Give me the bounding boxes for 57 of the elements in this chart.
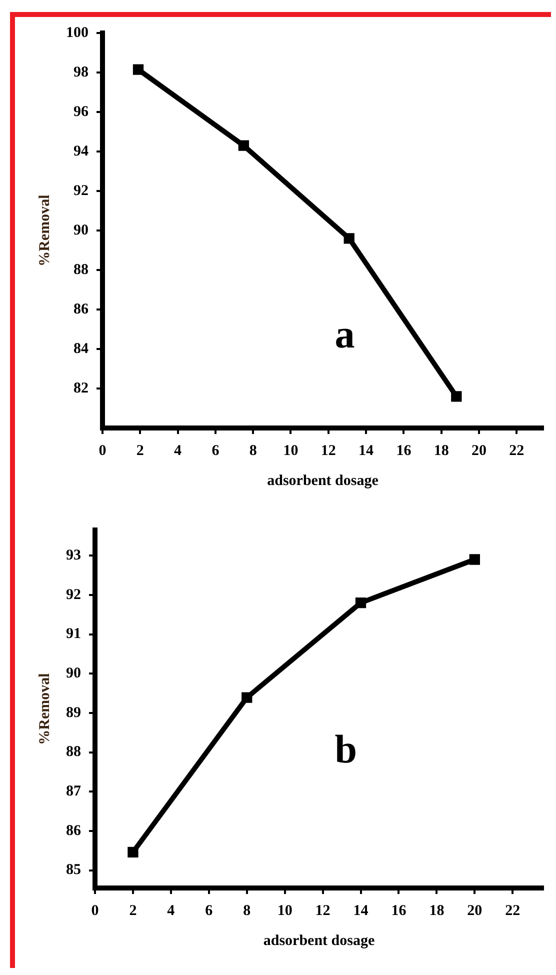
- point: [242, 692, 252, 703]
- x-tick-label: 20: [467, 902, 482, 919]
- point: [451, 391, 462, 402]
- y-tick-label: 85: [66, 862, 81, 878]
- y-tick-label: 92: [74, 182, 88, 199]
- x-tick-label: 10: [277, 902, 292, 919]
- y-tick-label: 89: [66, 704, 81, 721]
- x-axis-title: adsorbent dosage: [263, 932, 375, 949]
- x-tick-label: 6: [205, 902, 214, 919]
- x-tick-label: 18: [429, 902, 444, 919]
- y-tick-label: 90: [66, 665, 81, 682]
- x-tick-label: 8: [243, 902, 251, 919]
- y-tick-label: 96: [74, 104, 89, 120]
- x-tick-label: 0: [91, 902, 99, 919]
- x-tick-label: 8: [249, 442, 257, 459]
- x-tick-label: 14: [353, 902, 369, 919]
- x-axis-title: adsorbent dosage: [267, 472, 379, 489]
- x-tick-label: 16: [391, 902, 407, 919]
- y-tick-label: 88: [74, 262, 88, 278]
- y-axis-title: %Removal: [36, 194, 53, 266]
- point: [238, 140, 250, 151]
- x-tick-label: 4: [174, 442, 182, 459]
- y-tick-label: 91: [66, 626, 81, 642]
- x-tick-label: 14: [358, 442, 374, 459]
- y-axis-title: %Removal: [36, 673, 53, 745]
- x-tick-label: 22: [505, 902, 520, 919]
- annotation: b: [334, 726, 358, 772]
- y-tick-label: 86: [74, 301, 89, 318]
- x-tick-label: 4: [167, 902, 176, 919]
- point: [344, 233, 354, 244]
- y-tick-label: 93: [66, 547, 81, 564]
- x-tick-label: 0: [98, 442, 106, 459]
- point: [128, 846, 138, 858]
- y-tick-label: 98: [74, 64, 88, 80]
- y-tick-label: 84: [74, 340, 89, 357]
- x-tick-label: 6: [212, 442, 220, 459]
- x-tick-label: 12: [320, 442, 336, 459]
- x-tick-label: 2: [136, 442, 144, 459]
- x-tick-label: 18: [434, 442, 449, 459]
- y-tick-label: 82: [74, 380, 88, 396]
- y-tick-label: 86: [66, 822, 82, 839]
- x-tick-label: 10: [283, 442, 298, 459]
- point: [132, 64, 144, 75]
- y-tick-label: 87: [66, 783, 82, 800]
- y-tick-label: 88: [66, 744, 81, 760]
- y-tick-label: 100: [66, 24, 88, 41]
- point: [469, 554, 480, 565]
- y-tick-label: 94: [74, 143, 89, 160]
- y-tick-label: 92: [66, 586, 81, 603]
- annotation: a: [334, 311, 355, 356]
- y-tick-label: 90: [74, 222, 88, 238]
- x-tick-label: 2: [129, 902, 137, 919]
- x-tick-label: 12: [315, 902, 330, 919]
- x-tick-label: 16: [396, 442, 412, 459]
- point: [355, 597, 366, 608]
- x-tick-label: 22: [509, 442, 524, 459]
- x-tick-label: 20: [471, 442, 486, 459]
